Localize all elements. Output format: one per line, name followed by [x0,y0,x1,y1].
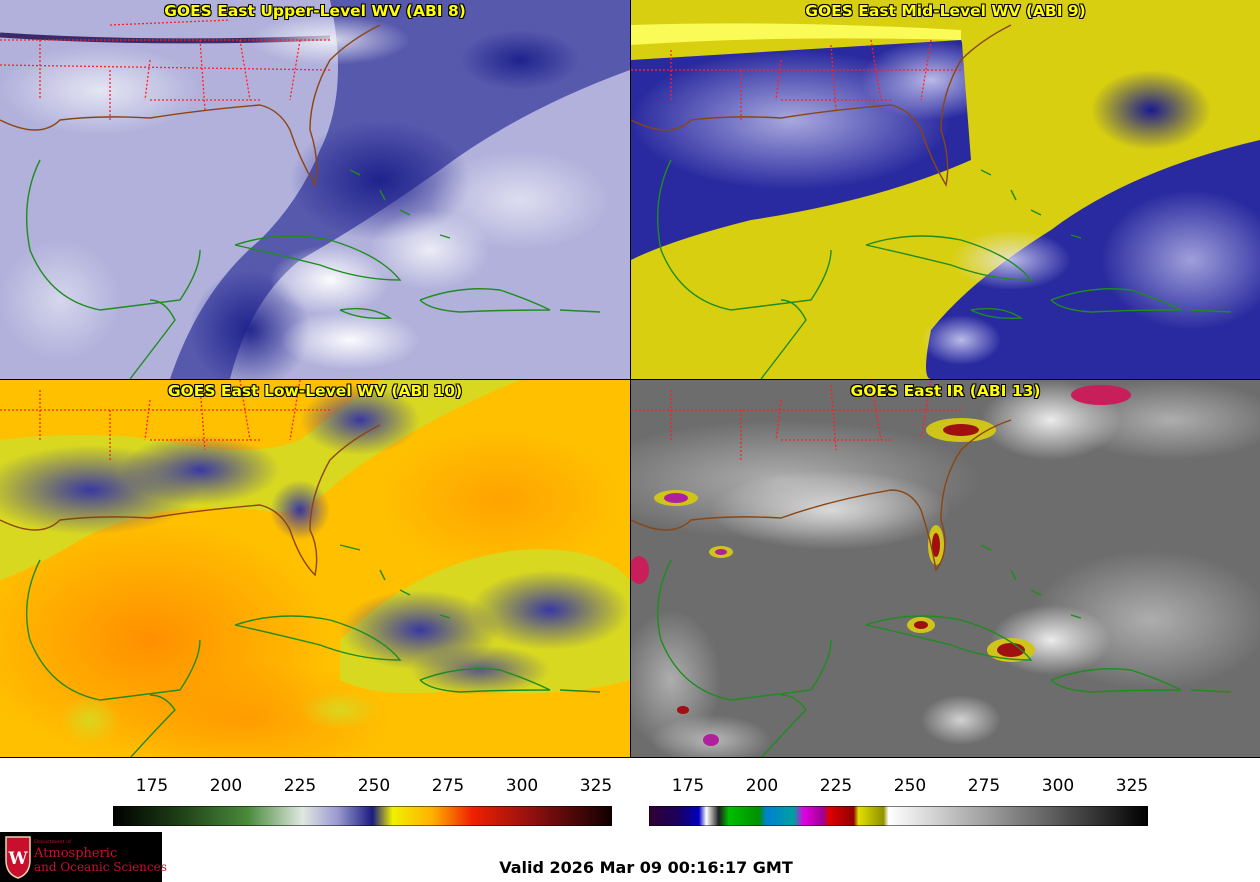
colorbar-ir-tick: 325 [1115,776,1149,796]
colorbar-wv-tick: 175 [135,776,169,796]
logo-department-line: Department of [34,839,71,845]
panel-title: GOES East Mid-Level WV (ABI 9) [805,2,1086,20]
satellite-image-upper-wv [0,0,630,379]
colorbar-wv-tick: 250 [357,776,391,796]
colorbar-ir-tick: 275 [967,776,1001,796]
panel-title: GOES East Upper-Level WV (ABI 8) [164,2,466,20]
colorbar-wv-tick: 200 [209,776,243,796]
colorbar-ir-gradient [649,806,1148,826]
crest-letter: W [7,849,28,869]
colorbar-ir [649,806,1148,826]
panel-low-level-wv: GOES East Low-Level WV (ABI 10) [0,380,630,758]
panel-title: GOES East Low-Level WV (ABI 10) [167,382,463,400]
panel-mid-level-wv: GOES East Mid-Level WV (ABI 9) [631,0,1260,379]
panel-divider-horizontal [0,379,1260,380]
colorbar-wv-tick: 225 [283,776,317,796]
satellite-image-ir [631,380,1260,758]
colorbar-wv [113,806,612,826]
uw-aos-logo[interactable]: W Department of Atmospheric and Oceanic … [0,832,167,882]
colorbar-ir-tick: 175 [671,776,705,796]
satellite-image-mid-wv [631,0,1260,379]
colorbar-ir-tick: 300 [1041,776,1075,796]
logo-oceanic-line: and Oceanic Sciences [34,860,167,874]
logo-atmospheric-line: Atmospheric [34,846,118,861]
valid-time: Valid 2026 Mar 09 00:16:17 GMT [499,858,793,877]
colorbar-wv-tick: 325 [579,776,613,796]
satellite-image-low-wv [0,380,630,758]
panel-upper-level-wv: GOES East Upper-Level WV (ABI 8) [0,0,630,379]
colorbar-ir-tick: 225 [819,776,853,796]
colorbar-wv-gradient [113,806,612,826]
colorbar-ir-tick: 250 [893,776,927,796]
colorbar-wv-tick: 300 [505,776,539,796]
colorbar-wv-tick: 275 [431,776,465,796]
panel-ir: GOES East IR (ABI 13) [631,380,1260,758]
panel-title: GOES East IR (ABI 13) [850,382,1041,400]
colorbar-ir-tick: 200 [745,776,779,796]
panel-divider-bottom [0,757,1260,758]
uw-madison-crest-icon: W [5,836,31,879]
